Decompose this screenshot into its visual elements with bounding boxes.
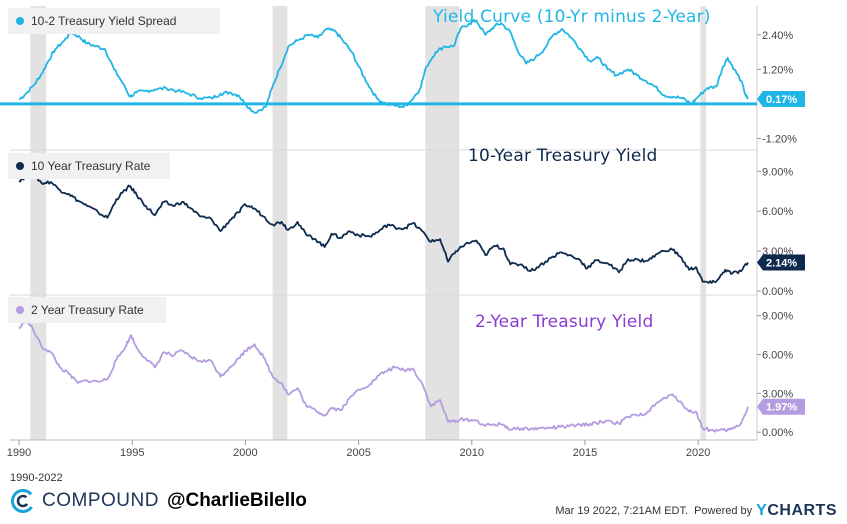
y-tick-label-two_year-3: 0.00% bbox=[762, 427, 793, 439]
brand-name: COMPOUND bbox=[42, 490, 159, 511]
ycharts-logo: YCHARTS bbox=[756, 502, 837, 520]
last-value-tag-spread bbox=[757, 91, 805, 108]
y-tick-label-spread-0: 2.40% bbox=[762, 30, 793, 42]
date-range: 1990-2022 bbox=[10, 472, 63, 484]
compound-logo-icon bbox=[10, 489, 35, 513]
legend-label-ten-year: 10 Year Treasury Rate bbox=[31, 159, 151, 173]
y-tick-label-two_year-2: 3.00% bbox=[762, 388, 793, 400]
compound-brand: COMPOUND @CharlieBilello bbox=[10, 488, 307, 514]
x-tick-label-2: 2000 bbox=[233, 447, 257, 459]
x-tick-label-0: 1990 bbox=[7, 447, 31, 459]
annotation-two-year: 2-Year Treasury Yield bbox=[475, 312, 654, 332]
ycharts-logo-y: Y bbox=[756, 502, 768, 519]
y-tick-label-two_year-0: 9.00% bbox=[762, 311, 793, 323]
series-line-ten_year bbox=[18, 173, 749, 284]
legend-ten-year: 10 Year Treasury Rate bbox=[8, 153, 170, 179]
y-tick-label-spread-1: 1.20% bbox=[762, 64, 793, 76]
last-value-tag-ten_year bbox=[757, 254, 805, 271]
legend-dot-spread bbox=[16, 17, 24, 25]
last-value-label-ten_year: 2.14% bbox=[766, 258, 797, 270]
legend-label-two-year: 2 Year Treasury Rate bbox=[31, 303, 144, 317]
y-tick-label-ten_year-0: 9.00% bbox=[762, 166, 793, 178]
legend-dot-ten-year bbox=[16, 162, 24, 170]
x-tick-label-6: 2020 bbox=[686, 447, 710, 459]
series-line-two_year bbox=[18, 318, 749, 433]
x-tick-label-5: 2015 bbox=[573, 447, 597, 459]
chart-area: 2.40% 1.20% -1.20% 0.17% 9.00% 6.00% 3.00% 0.00… bbox=[0, 6, 805, 459]
y-tick-label-ten_year-1: 6.00% bbox=[762, 206, 793, 218]
legend-spread: 10-2 Treasury Yield Spread bbox=[8, 8, 220, 34]
x-tick-label-1: 1995 bbox=[120, 447, 144, 459]
last-value-label-two_year: 1.97% bbox=[766, 402, 797, 414]
annotation-ten-year: 10-Year Treasury Yield bbox=[468, 146, 658, 166]
legend-dot-two-year bbox=[16, 306, 24, 314]
y-tick-label-ten_year-3: 0.00% bbox=[762, 286, 793, 298]
recession-band-3 bbox=[700, 6, 707, 440]
timestamp: Mar 19 2022, 7:21AM EDT. bbox=[555, 505, 689, 517]
annotation-yield-curve: Yield Curve (10-Yr minus 2-Year) bbox=[433, 7, 711, 27]
legend-two-year: 2 Year Treasury Rate bbox=[8, 297, 166, 323]
footer-credit: Mar 19 2022, 7:21AM EDT. Powered by YCHA… bbox=[555, 502, 837, 520]
series-line-spread bbox=[18, 18, 749, 114]
legend-label-spread: 10-2 Treasury Yield Spread bbox=[31, 14, 177, 28]
last-value-label-spread: 0.17% bbox=[766, 94, 797, 106]
x-tick-label-4: 2010 bbox=[460, 447, 484, 459]
twitter-handle: @CharlieBilello bbox=[166, 490, 307, 511]
ycharts-logo-rest: CHARTS bbox=[767, 502, 837, 519]
powered-by-label: Powered by bbox=[694, 505, 753, 517]
y-tick-label-spread-2: -1.20% bbox=[762, 133, 797, 145]
y-tick-label-two_year-1: 6.00% bbox=[762, 350, 793, 362]
recession-band-2 bbox=[425, 6, 460, 440]
x-tick-label-3: 2005 bbox=[346, 447, 370, 459]
last-value-tag-two_year bbox=[757, 398, 805, 415]
